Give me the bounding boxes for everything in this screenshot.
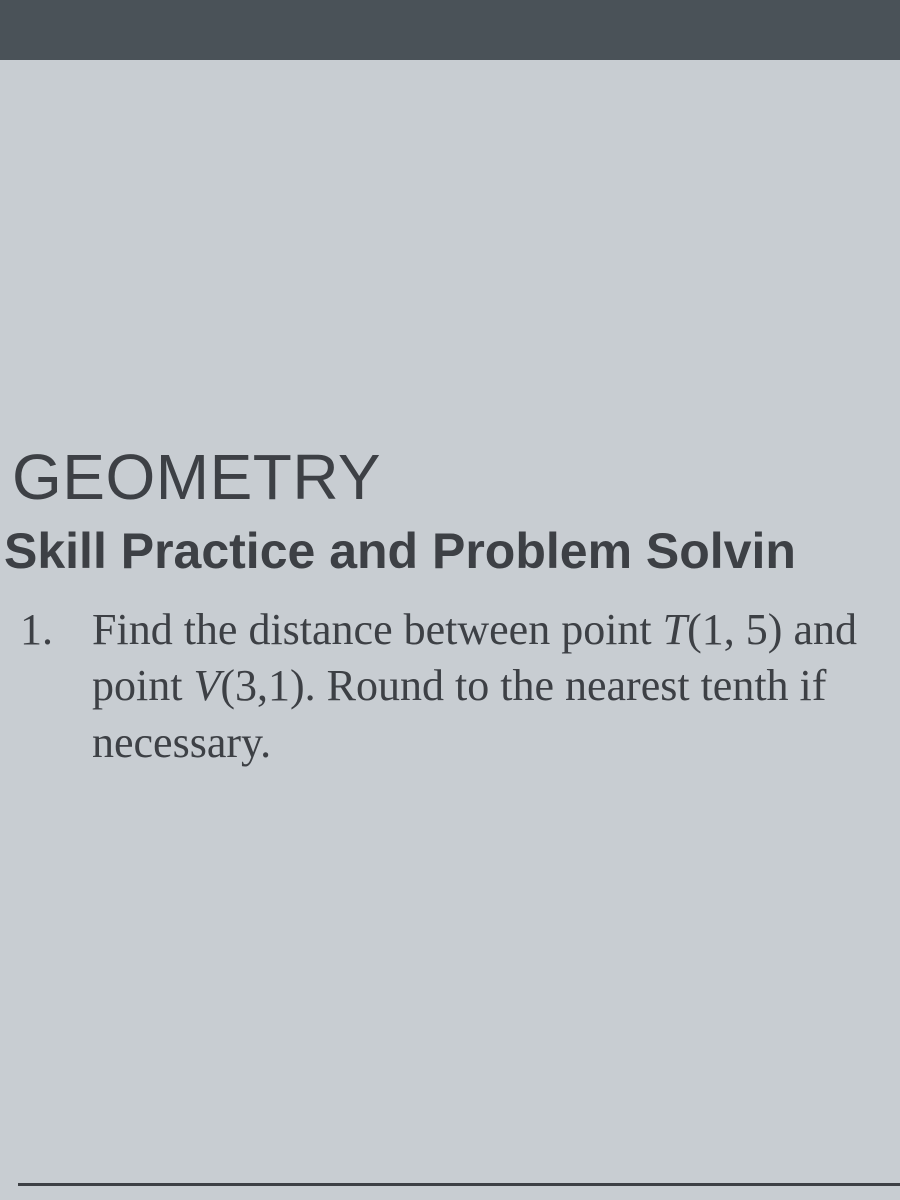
heading-text: GEOMETRY xyxy=(12,441,381,513)
point-t-label: T xyxy=(663,605,687,654)
section-subheading: Skill Practice and Problem Solvin xyxy=(0,522,900,580)
question-prefix: Find the distance between point xyxy=(92,605,663,654)
browser-top-bar xyxy=(0,0,900,60)
point-t-coords: (1, 5) xyxy=(687,605,782,654)
top-whitespace xyxy=(0,60,900,440)
question-number: 1. xyxy=(20,602,92,655)
subheading-text: Skill Practice and Problem Solvin xyxy=(4,523,796,579)
question-block: 1. Find the distance between point T(1, … xyxy=(0,602,900,771)
section-heading: GEOMETRY xyxy=(0,440,900,514)
document-content: GEOMETRY Skill Practice and Problem Solv… xyxy=(0,60,900,771)
bottom-rule xyxy=(18,1183,900,1186)
question-body: Find the distance between point T(1, 5) … xyxy=(92,602,890,771)
point-v-coords: (3,1) xyxy=(220,661,304,710)
point-v-label: V xyxy=(193,661,220,710)
